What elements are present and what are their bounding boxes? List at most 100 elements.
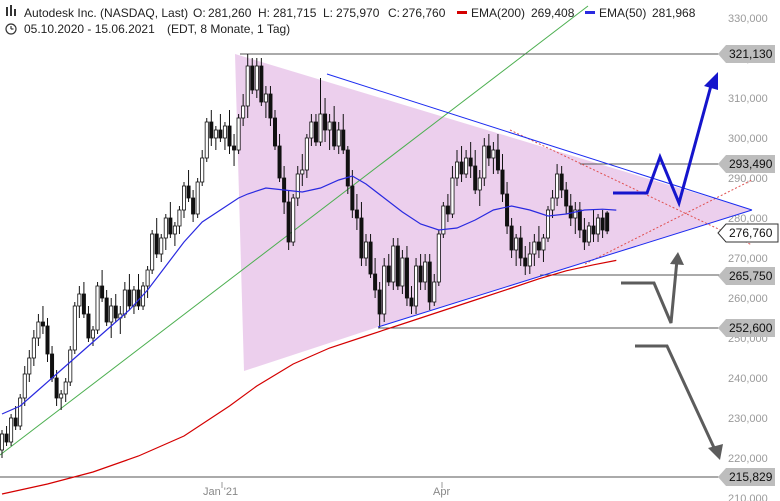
candle-down xyxy=(250,65,255,91)
close-label: C: xyxy=(388,6,400,20)
candle-down xyxy=(268,93,273,119)
candle-down xyxy=(577,209,582,231)
candle-down xyxy=(54,377,59,399)
level-badge-293490: 293,490 xyxy=(718,155,775,173)
candle-down xyxy=(459,161,464,175)
candle-up xyxy=(336,129,341,147)
candle-up xyxy=(423,261,428,283)
candle-down xyxy=(418,265,423,283)
candle-down xyxy=(332,121,337,147)
candle-down xyxy=(505,193,510,227)
candle-down xyxy=(232,145,237,151)
candle-down xyxy=(600,217,605,231)
candle-down xyxy=(591,225,596,235)
level-badge-252600: 252,600 xyxy=(718,319,775,337)
candle-down xyxy=(377,289,382,315)
level-label-265750: 265,750 xyxy=(729,269,773,283)
triangle-support-line xyxy=(377,209,753,328)
candlestick-series xyxy=(0,54,610,458)
inner-support-dotted xyxy=(584,179,753,265)
candle-up xyxy=(145,269,150,287)
inner-resistance-dotted xyxy=(509,129,753,246)
level-badge-265750: 265,750 xyxy=(718,267,775,285)
candle-up xyxy=(236,117,241,151)
candle-down xyxy=(404,257,409,299)
high-value: 281,715 xyxy=(273,6,317,20)
candle-up xyxy=(300,169,305,175)
interval-info: (EDT, 8 Monate, 1 Tag) xyxy=(167,22,290,36)
candle-down xyxy=(445,205,450,215)
candle-up xyxy=(482,145,487,179)
candle-up xyxy=(200,157,205,183)
y-tick-label: 240,000 xyxy=(728,373,768,385)
candle-down xyxy=(191,197,196,215)
candle-up xyxy=(363,241,368,259)
candle-down xyxy=(468,157,473,167)
candle-up xyxy=(131,289,136,307)
candle-up xyxy=(454,161,459,179)
candle-up xyxy=(477,177,482,191)
candle-down xyxy=(354,209,359,219)
candle-up xyxy=(550,197,555,211)
candle-down xyxy=(568,205,573,219)
candle-up xyxy=(195,181,200,215)
candle-down xyxy=(559,173,564,191)
candle-up xyxy=(304,137,309,171)
open-value: 281,260 xyxy=(208,6,252,20)
candle-down xyxy=(582,229,587,243)
ema200-legend-label: EMA(200) xyxy=(471,6,525,20)
candle-down xyxy=(313,121,318,143)
ema200-legend-value: 269,408 xyxy=(531,6,575,20)
level-label-293490: 293,490 xyxy=(729,157,773,171)
candle-up xyxy=(72,305,77,351)
candle-down xyxy=(209,121,214,139)
candle-down xyxy=(86,313,91,339)
candle-up xyxy=(436,233,441,283)
y-tick-label: 310,000 xyxy=(728,93,768,105)
level-label-252600: 252,600 xyxy=(729,321,773,335)
candle-up xyxy=(464,157,469,175)
candle-up xyxy=(68,349,73,383)
candle-up xyxy=(0,433,4,451)
candle-up xyxy=(36,321,41,339)
x-tick-jan-21: Jan '21 xyxy=(203,486,238,498)
candle-down xyxy=(605,212,610,232)
candle-up xyxy=(22,373,27,399)
x-tick-apr: Apr xyxy=(433,486,450,498)
ema200-line xyxy=(1,259,617,495)
candle-down xyxy=(395,245,400,287)
ema50-legend-swatch xyxy=(585,11,595,14)
y-tick-label: 260,000 xyxy=(728,293,768,305)
last-price-label: 276,760 xyxy=(729,226,773,240)
candle-up xyxy=(222,125,227,139)
instrument-title: Autodesk Inc. (NASDAQ, Last) xyxy=(24,6,188,20)
candle-up xyxy=(491,149,496,159)
level-badge-321130: 321,130 xyxy=(718,45,775,63)
candle-up xyxy=(514,237,519,251)
candle-up xyxy=(63,381,68,395)
bullish-scenario-arrow xyxy=(613,72,718,208)
candle-up xyxy=(532,241,537,255)
candle-up xyxy=(95,285,100,331)
open-label: O: xyxy=(193,6,206,20)
candle-up xyxy=(327,121,332,131)
candle-down xyxy=(45,325,50,355)
candle-down xyxy=(345,149,350,187)
candle-down xyxy=(523,257,528,267)
chart-type-icon[interactable] xyxy=(6,5,16,16)
y-axis: 330,000320,000310,000300,000290,000280,0… xyxy=(728,13,768,501)
y-tick-label: 330,000 xyxy=(728,13,768,25)
ema50-legend-value: 281,968 xyxy=(652,6,696,20)
candle-up xyxy=(254,65,259,91)
candle-down xyxy=(4,433,9,443)
candle-up xyxy=(122,289,127,315)
candle-down xyxy=(341,129,346,151)
candle-down xyxy=(509,225,514,251)
candle-up xyxy=(213,129,218,139)
clock-icon xyxy=(5,23,17,35)
candle-up xyxy=(450,177,455,215)
high-label: H: xyxy=(258,6,270,20)
y-tick-label: 220,000 xyxy=(728,453,768,465)
candle-up xyxy=(400,257,405,287)
candle-up xyxy=(596,217,601,235)
